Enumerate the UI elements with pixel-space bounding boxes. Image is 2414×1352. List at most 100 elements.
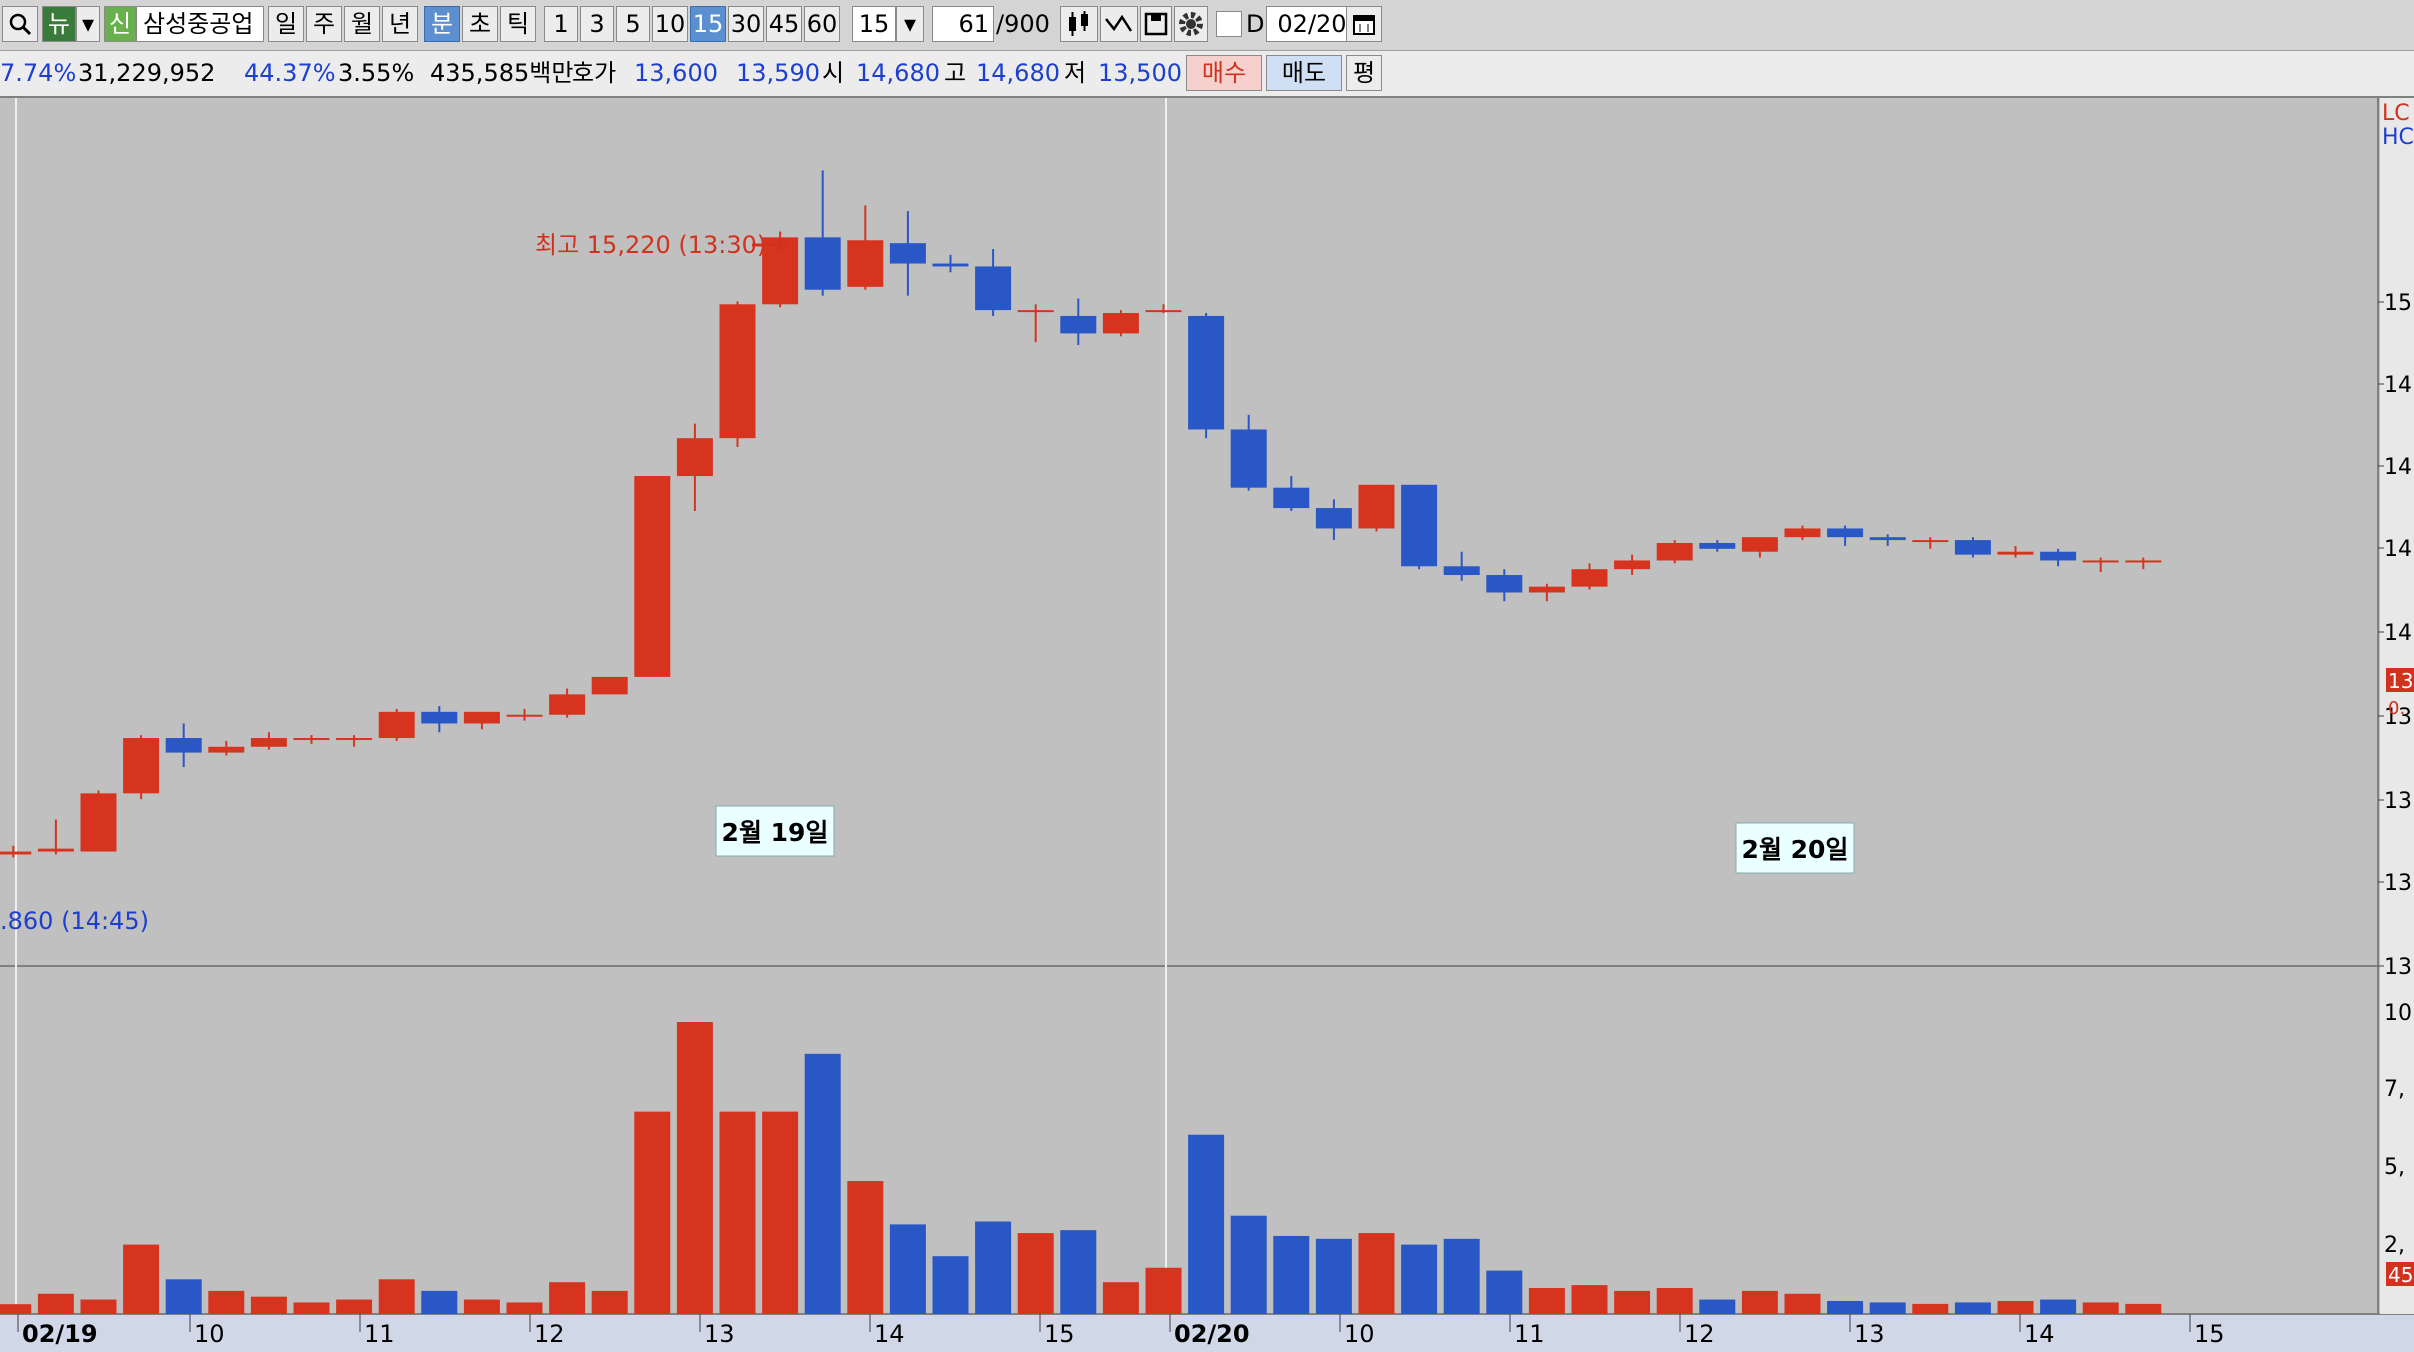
candle <box>634 476 671 677</box>
candle-body <box>1827 528 1864 538</box>
chevron-down-icon[interactable]: ▾ <box>76 6 100 42</box>
count-input[interactable]: 61 <box>932 6 994 42</box>
candle-body <box>80 793 117 852</box>
high-price: 14,680 <box>976 59 1060 87</box>
candle-body <box>0 851 32 855</box>
volume-tick-label: 5, <box>2384 1155 2405 1180</box>
d-checkbox[interactable] <box>1216 11 1242 37</box>
day1-label: 2월 19일 <box>722 818 829 847</box>
volume-bar <box>1017 1233 1054 1314</box>
candle-body <box>293 738 330 741</box>
interval-button-10[interactable]: 10 <box>652 6 688 42</box>
candle-body <box>123 738 160 794</box>
interval-button-5[interactable]: 5 <box>616 6 650 42</box>
trade-value: 435,585백만 <box>430 59 574 87</box>
volume-bar <box>1358 1233 1395 1314</box>
candle <box>1528 583 1565 602</box>
interval-button-30[interactable]: 30 <box>728 6 764 42</box>
volume-bar <box>1443 1238 1480 1314</box>
save-button[interactable] <box>1140 6 1172 42</box>
candle-body <box>1869 537 1906 541</box>
volume-bar <box>1869 1302 1906 1314</box>
volume-bar <box>421 1290 458 1314</box>
candle-body <box>804 237 841 290</box>
volume-bar <box>1486 1270 1523 1314</box>
time-axis-background <box>0 1314 2414 1352</box>
news-button[interactable]: 뉴 <box>42 6 76 42</box>
candle <box>336 735 373 747</box>
volume-bar <box>2125 1303 2162 1314</box>
settings-button[interactable] <box>1174 6 1208 42</box>
candle <box>847 205 884 290</box>
price-tick-label: 15 <box>2384 291 2412 316</box>
price-marker-label: 13 <box>2388 669 2413 693</box>
candle-body <box>208 746 245 753</box>
interval-button-45[interactable]: 45 <box>766 6 802 42</box>
day1-label-box: 2월 19일 <box>715 805 835 857</box>
candle <box>1188 313 1225 439</box>
candle <box>378 708 415 741</box>
candle-body <box>1188 315 1225 430</box>
price-candles <box>0 170 2162 858</box>
volume-bar <box>1145 1267 1182 1314</box>
candle <box>1571 563 1608 590</box>
chart-area[interactable]: 02/19 10 11 12 13 14 15 02/20 10 11 12 13 14 15 15 14 14… <box>0 98 2414 1352</box>
date-input[interactable]: 02/20 <box>1266 6 1358 42</box>
period-button-1[interactable]: 주 <box>306 6 342 42</box>
volume-bar <box>847 1181 884 1314</box>
volume-bar <box>208 1290 245 1314</box>
interval-button-1[interactable]: 1 <box>544 6 578 42</box>
candle-body <box>676 438 713 477</box>
candle <box>1315 499 1352 541</box>
period-button-5[interactable]: 초 <box>462 6 498 42</box>
calendar-button[interactable] <box>1346 6 1382 42</box>
time-tick-label: 15 <box>1044 1320 1075 1348</box>
high-annotation: 최고 15,220 (13:30) <box>535 231 766 259</box>
chevron-down-icon[interactable]: ▾ <box>896 6 924 42</box>
interval-button-15[interactable]: 15 <box>690 6 726 42</box>
interval-select[interactable]: 15 <box>852 6 896 42</box>
candle-body <box>1486 575 1523 593</box>
volume-bar <box>1273 1235 1310 1314</box>
candle <box>1997 545 2034 558</box>
candle-body <box>634 476 671 677</box>
checkbox-label: D <box>1246 10 1265 38</box>
indicator-button[interactable] <box>1100 6 1138 42</box>
interval-button-60[interactable]: 60 <box>804 6 840 42</box>
search-button[interactable] <box>2 6 38 42</box>
candle-body <box>421 711 458 724</box>
candle <box>804 170 841 296</box>
time-tick-label: 11 <box>1514 1320 1545 1348</box>
candle-body <box>1315 508 1352 529</box>
period-button-4[interactable]: 분 <box>424 6 460 42</box>
candle <box>463 711 500 730</box>
price-tick-label: 13 <box>2384 871 2412 896</box>
candle-body <box>1443 566 1480 576</box>
period-button-2[interactable]: 월 <box>344 6 380 42</box>
sell-button[interactable]: 매도 <box>1266 55 1342 91</box>
candle-body <box>1699 543 1736 549</box>
volume-bar <box>1912 1303 1949 1314</box>
candle <box>1102 310 1139 337</box>
volume-tick-label: 2, <box>2384 1233 2405 1258</box>
buy-button[interactable]: 매수 <box>1186 55 1262 91</box>
candle <box>80 790 117 852</box>
interval-button-3[interactable]: 3 <box>580 6 614 42</box>
count-max: /900 <box>996 10 1050 38</box>
candle <box>676 423 713 511</box>
candle <box>1145 304 1182 314</box>
chart-type-button[interactable] <box>1060 6 1098 42</box>
avg-button[interactable]: 평 <box>1346 55 1382 91</box>
stock-name-field[interactable]: 삼성중공업 <box>136 6 264 42</box>
period-button-3[interactable]: 년 <box>382 6 418 42</box>
calendar-icon <box>1353 15 1375 35</box>
period-button-0[interactable]: 일 <box>268 6 304 42</box>
time-tick-label: 14 <box>874 1320 905 1348</box>
time-tick-label: 10 <box>1344 1320 1375 1348</box>
period-button-6[interactable]: 틱 <box>500 6 536 42</box>
price-tick-label: 13 <box>2384 705 2412 730</box>
volume-bars <box>0 1022 2162 1314</box>
candle <box>250 732 287 750</box>
candle-body <box>1401 484 1438 567</box>
candle-body <box>1230 429 1267 488</box>
